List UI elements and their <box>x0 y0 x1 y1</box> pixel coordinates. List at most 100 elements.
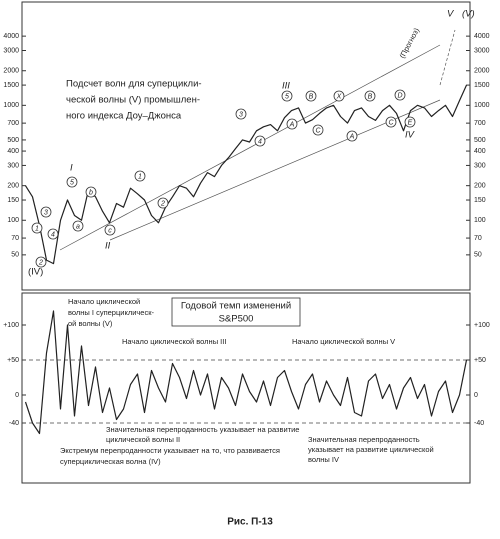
wave-circle <box>104 224 116 236</box>
wave-annotation: (V) <box>462 9 475 20</box>
top-frame <box>21 1 471 291</box>
y-tick-label: 70 <box>11 235 19 242</box>
y-tick-label: 500 <box>7 137 19 144</box>
y-tick-label-right: 3000 <box>474 47 490 54</box>
wave-circle <box>281 90 293 102</box>
y-tick-label-right: 300 <box>474 162 486 169</box>
wave-circle <box>35 256 47 268</box>
y-tick-label: 150 <box>7 197 19 204</box>
wave-annotation: I <box>70 163 73 174</box>
annotation: Начало циклической волны III <box>122 337 226 346</box>
wave-label: b <box>89 189 93 196</box>
y-tick-label: 200 <box>7 183 19 190</box>
wave-circle <box>333 90 345 102</box>
title-line: ческой волны (V) промышлен- <box>66 95 200 106</box>
annotation: указывает на развитие циклической <box>308 445 434 454</box>
wave-label: C <box>388 119 394 126</box>
y-tick-label: 1000 <box>3 102 19 109</box>
y-tick-label-right: 700 <box>474 120 486 127</box>
annotation: ой волны (V) <box>68 319 113 328</box>
annotation: Начало циклической <box>68 297 140 306</box>
title-line: Подсчет волн для суперцикли- <box>66 79 202 90</box>
wave-circle <box>404 116 416 128</box>
y-tick-label: 400 <box>7 148 19 155</box>
wave-circle <box>157 197 169 209</box>
y-tick-label-right: 4000 <box>474 33 490 40</box>
y-tick-label: 4000 <box>3 33 19 40</box>
y-tick-label-right: +50 <box>474 357 486 364</box>
annotation: Значительная перепроданность указывает н… <box>106 425 299 434</box>
roc-title: Годовой темп изменений <box>181 301 291 312</box>
y-tick-label-right: 150 <box>474 197 486 204</box>
wave-label: 5 <box>70 179 74 186</box>
y-tick-label-right: 0 <box>474 392 478 399</box>
y-tick-label-right: 200 <box>474 183 486 190</box>
series-line <box>24 310 468 435</box>
annotation: суперциклическая волна (IV) <box>60 457 161 466</box>
annotation: Значительная перепроданность <box>308 435 420 444</box>
wave-label: 5 <box>285 93 289 100</box>
wave-annotation: III <box>282 81 290 92</box>
channel-line <box>109 99 441 241</box>
wave-annotation: V <box>447 9 455 20</box>
wave-circle <box>66 176 78 188</box>
wave-circle <box>346 130 358 142</box>
wave-annotation: IV <box>405 130 416 141</box>
annotation: Начало циклической волны V <box>292 337 395 346</box>
y-tick-label-right: 1000 <box>474 102 490 109</box>
wave-circle <box>364 90 376 102</box>
forecast-label: (Прогноз) <box>398 26 422 60</box>
annotation: волны I суперциклическ- <box>68 308 154 317</box>
annotation: циклической волны II <box>106 435 180 444</box>
wave-circle <box>72 220 84 232</box>
wave-circle <box>235 108 247 120</box>
wave-label: 2 <box>160 200 165 207</box>
projection <box>439 29 456 86</box>
roc-title: S&P500 <box>219 314 254 325</box>
wave-label: 3 <box>239 111 243 118</box>
wave-circle <box>40 206 52 218</box>
y-tick-label-right: +100 <box>474 322 490 329</box>
wave-circle <box>85 186 97 198</box>
wave-annotation: II <box>105 241 111 252</box>
wave-label: B <box>309 93 314 100</box>
y-tick-label: +100 <box>3 322 19 329</box>
channel-line <box>59 44 441 251</box>
wave-circle <box>385 116 397 128</box>
y-tick-label: -40 <box>9 420 19 427</box>
wave-circle <box>31 222 43 234</box>
wave-label: 4 <box>258 138 262 145</box>
wave-annotation: (IV) <box>28 267 43 278</box>
wave-circle <box>305 90 317 102</box>
wave-label: 2 <box>38 259 43 266</box>
wave-label: A <box>349 133 355 140</box>
wave-label: D <box>397 92 402 99</box>
y-tick-label: 2000 <box>3 68 19 75</box>
y-tick-label: 300 <box>7 162 19 169</box>
y-tick-label: 3000 <box>3 47 19 54</box>
caption: Рис. П-13 <box>227 517 273 528</box>
y-tick-label-right: 500 <box>474 137 486 144</box>
y-tick-label-right: 100 <box>474 217 486 224</box>
wave-label: X <box>336 93 342 100</box>
wave-circle <box>47 228 59 240</box>
title-line: ного индекса Доу–Джонса <box>66 111 182 122</box>
wave-label: B <box>368 93 373 100</box>
y-tick-label: 700 <box>7 120 19 127</box>
annotation: волны IV <box>308 455 339 464</box>
wave-label: c <box>108 227 112 234</box>
y-tick-label-right: -40 <box>474 420 484 427</box>
wave-circle <box>286 118 298 130</box>
wave-label: a <box>76 223 80 230</box>
wave-circle <box>394 89 406 101</box>
roc-title-box <box>171 297 301 327</box>
wave-circle <box>312 124 324 136</box>
wave-label: A <box>289 121 295 128</box>
y-tick-label-right: 400 <box>474 148 486 155</box>
wave-label: 3 <box>44 209 48 216</box>
y-tick-label: 1500 <box>3 82 19 89</box>
bottom-frame <box>21 292 471 484</box>
wave-circle <box>134 170 146 182</box>
wave-label: 4 <box>51 231 55 238</box>
